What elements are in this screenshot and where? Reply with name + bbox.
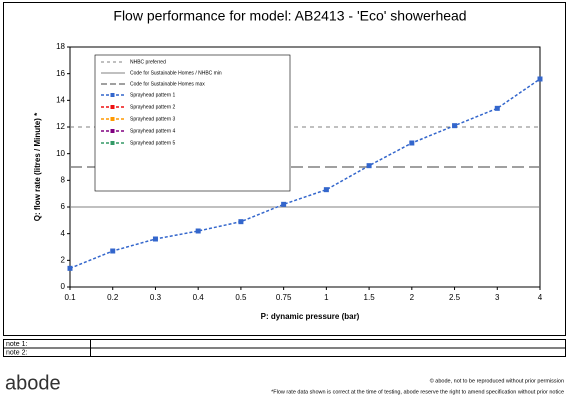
legend-marker: [110, 117, 115, 121]
y-tick-label: 12: [56, 122, 65, 131]
x-axis-label: P: dynamic pressure (bar): [261, 312, 360, 321]
data-point: [67, 265, 73, 271]
legend-label: NHBC preferred: [130, 59, 166, 65]
data-point: [409, 140, 415, 146]
y-tick-label: 18: [56, 42, 65, 51]
data-point: [281, 201, 287, 207]
x-tick-label: 0.4: [193, 293, 205, 302]
x-tick-label: 2.5: [449, 293, 461, 302]
legend-box: [94, 54, 291, 192]
y-tick-label: 6: [61, 202, 66, 211]
legend-label: Code for Sustainable Homes / NHBC min: [130, 70, 222, 76]
series-line: [69, 78, 541, 270]
x-tick-label: 1: [324, 293, 329, 302]
legend-marker: [110, 129, 115, 133]
chart-title: Flow performance for model: AB2413 - 'Ec…: [113, 8, 466, 24]
data-point: [152, 236, 158, 242]
y-tick-label: 16: [56, 69, 65, 78]
chart-frame: [3, 2, 566, 336]
legend-label: Sprayhead pattern 3: [130, 116, 176, 122]
y-tick-label: 0: [61, 282, 66, 291]
data-point: [366, 163, 372, 169]
legend-label: Sprayhead pattern 1: [130, 92, 176, 98]
note-label: note 1:: [6, 341, 27, 348]
data-point: [452, 123, 458, 129]
legend-label: Sprayhead pattern 2: [130, 104, 176, 110]
legend-label: Code for Sustainable Homes max: [130, 81, 205, 87]
y-tick-label: 14: [56, 95, 65, 104]
y-axis-label: Q: flow rate (litres / Minute) *: [33, 112, 42, 221]
data-point: [238, 219, 244, 225]
x-tick-label: 0.75: [276, 293, 292, 302]
disclaimer: *Flow rate data shown is correct at the …: [271, 389, 564, 395]
y-tick-label: 2: [61, 255, 66, 264]
data-point: [494, 105, 500, 111]
x-tick-label: 3: [495, 293, 500, 302]
x-tick-label: 4: [538, 293, 543, 302]
x-tick-label: 0.3: [150, 293, 162, 302]
y-tick-label: 10: [56, 149, 65, 158]
x-tick-label: 0.2: [107, 293, 119, 302]
legend-label: Sprayhead pattern 4: [130, 128, 176, 134]
data-point: [110, 248, 116, 254]
data-point: [537, 76, 543, 82]
y-tick-label: 8: [61, 175, 66, 184]
data-point: [195, 228, 201, 234]
legend-label: Sprayhead pattern 5: [130, 140, 176, 146]
note-label: note 2:: [6, 349, 27, 356]
x-tick-label: 0.5: [235, 293, 247, 302]
copyright: © abode, not to be reproduced without pr…: [430, 377, 564, 384]
y-tick-label: 4: [61, 229, 66, 238]
x-tick-label: 1.5: [364, 293, 376, 302]
legend-marker: [110, 93, 115, 97]
logo: abode: [5, 372, 61, 394]
data-point: [323, 187, 329, 193]
x-tick-label: 0.1: [64, 293, 76, 302]
legend-marker: [110, 105, 115, 109]
x-tick-label: 2: [410, 293, 415, 302]
legend-marker: [110, 141, 115, 145]
